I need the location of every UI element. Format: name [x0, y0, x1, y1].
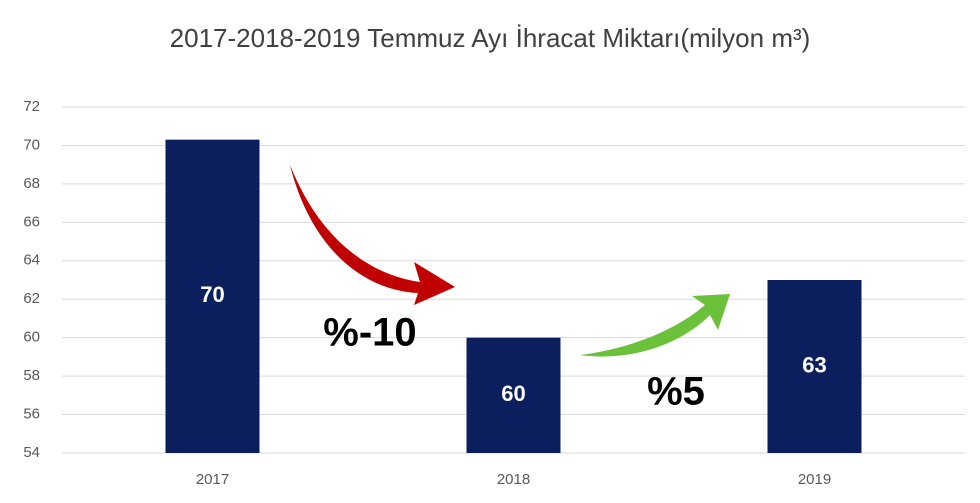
y-tick-label: 60 — [23, 329, 40, 346]
y-tick-label: 66 — [23, 213, 40, 230]
y-tick-label: 72 — [23, 98, 40, 115]
x-tick-label: 2017 — [196, 471, 229, 488]
bar — [466, 337, 561, 453]
bar — [165, 139, 260, 453]
y-tick-label: 62 — [23, 290, 40, 307]
data-label: 63 — [802, 352, 826, 377]
decrease-arrow — [290, 165, 455, 305]
data-label: 70 — [200, 282, 224, 307]
y-tick-label: 68 — [23, 175, 40, 192]
y-tick-label: 70 — [23, 136, 40, 153]
y-tick-label: 58 — [23, 367, 40, 384]
y-tick-label: 54 — [23, 444, 40, 461]
y-tick-label: 56 — [23, 406, 40, 423]
annotation: %-10 — [323, 311, 416, 355]
bar — [767, 280, 862, 453]
x-tick-label: 2018 — [497, 471, 530, 488]
chart-title: 2017-2018-2019 Temmuz Ayı İhracat Miktar… — [170, 23, 811, 53]
annotation: %5 — [647, 370, 705, 414]
increase-arrow — [580, 294, 730, 357]
y-tick-label: 64 — [23, 252, 40, 269]
x-tick-label: 2019 — [798, 471, 831, 488]
data-label: 60 — [501, 381, 525, 406]
